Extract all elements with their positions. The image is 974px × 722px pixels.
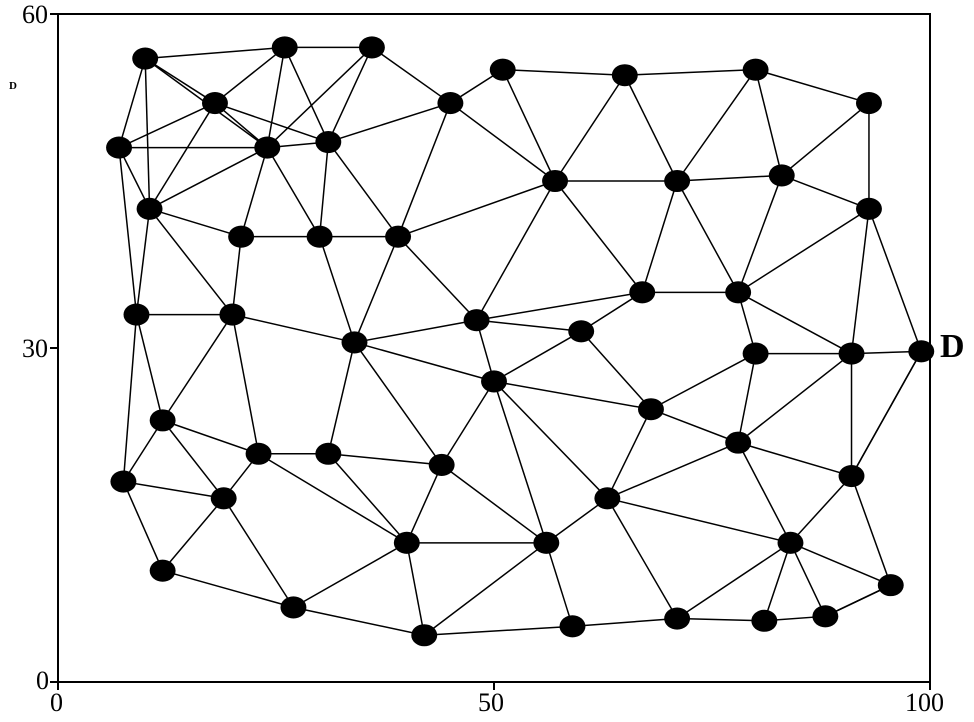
- x-tick-2: 100: [905, 688, 944, 718]
- label-d-small: D: [9, 80, 17, 92]
- y-tick-2: 60: [22, 0, 48, 30]
- network-chart: [0, 0, 974, 722]
- y-tick-1: 30: [22, 334, 48, 364]
- x-tick-1: 50: [478, 688, 504, 718]
- label-d-main: D: [940, 328, 965, 366]
- y-tick-0: 0: [36, 666, 49, 696]
- x-tick-0: 0: [50, 688, 63, 718]
